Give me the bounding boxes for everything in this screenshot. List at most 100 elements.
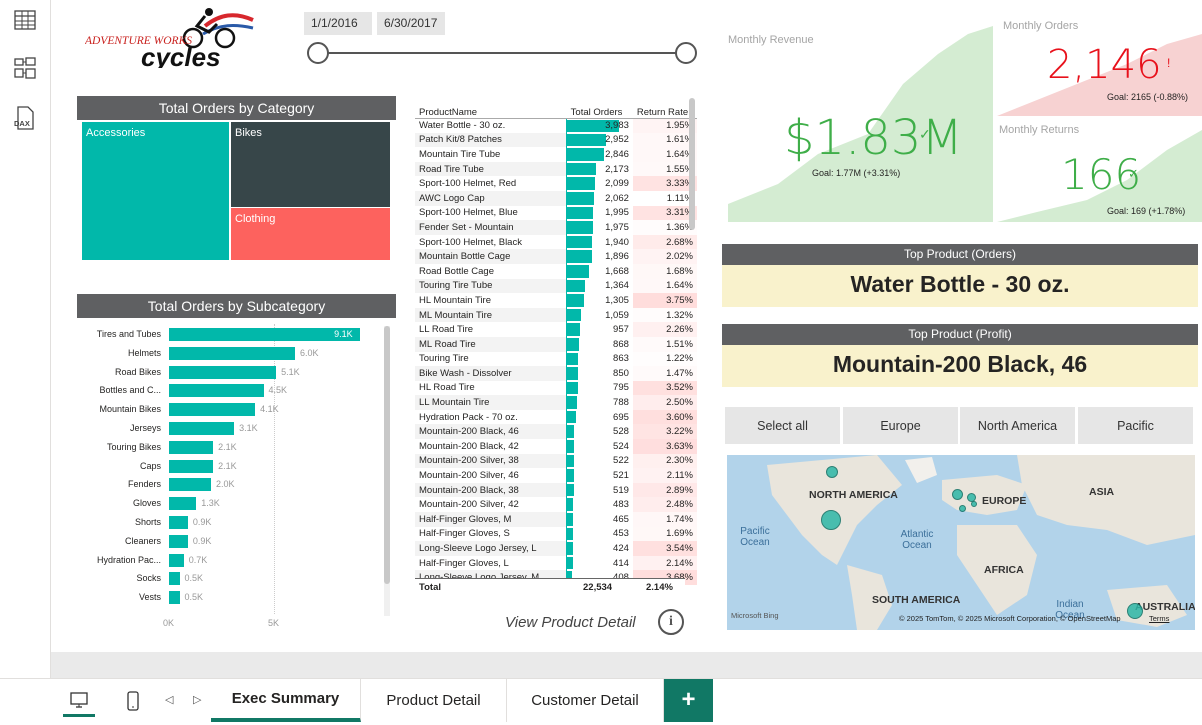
table-row[interactable]: Bike Wash - Dissolver 850 1.47% [415, 366, 697, 381]
table-row[interactable]: Fender Set - Mountain 1,975 1.36% [415, 220, 697, 235]
col-header-orders[interactable]: Total Orders [566, 96, 633, 119]
table-row[interactable]: Sport-100 Helmet, Black 1,940 2.68% [415, 234, 697, 250]
map-bubble[interactable] [826, 466, 838, 478]
table-row[interactable]: Mountain-200 Silver, 38 522 2.30% [415, 453, 697, 469]
tab-product-detail[interactable]: Product Detail [361, 679, 507, 722]
table-row[interactable]: HL Road Tire 795 3.52% [415, 380, 697, 396]
start-date-input[interactable]: 1/1/2016 [304, 12, 372, 35]
map-bubble[interactable] [971, 501, 977, 507]
region-select-all[interactable]: Select all [725, 407, 840, 444]
orders-value: 2,952 [605, 134, 629, 146]
table-row[interactable]: Mountain-200 Black, 42 524 3.63% [415, 439, 697, 454]
prev-page-icon[interactable]: ◁ [165, 694, 174, 706]
table-row[interactable]: Sport-100 Helmet, Blue 1,995 3.31% [415, 205, 697, 221]
subcategory-bar[interactable] [169, 572, 180, 586]
date-slider-start-handle[interactable] [307, 42, 329, 64]
table-row[interactable]: Half-Finger Gloves, M 465 1.74% [415, 512, 697, 527]
table-icon[interactable] [13, 8, 37, 32]
subcategory-bar[interactable] [169, 422, 235, 435]
map-bubble[interactable] [1127, 603, 1143, 619]
treemap-tile-bikes[interactable]: Bikes [231, 122, 390, 207]
next-page-icon[interactable]: ▷ [193, 694, 202, 706]
table-row[interactable]: Road Tire Tube 2,173 1.55% [415, 161, 697, 177]
dax-icon[interactable]: DAX [13, 106, 37, 130]
table-row[interactable]: Road Bottle Cage 1,668 1.68% [415, 263, 697, 279]
table-row[interactable]: Mountain-200 Silver, 46 521 2.11% [415, 468, 697, 483]
table-row[interactable]: Mountain-200 Silver, 42 483 2.48% [415, 497, 697, 513]
subcategory-bar[interactable] [169, 328, 361, 341]
table-row[interactable]: Touring Tire Tube 1,364 1.64% [415, 278, 697, 294]
returns-up-icon: ✓ [1128, 166, 1139, 181]
table-row[interactable]: Mountain Bottle Cage 1,896 2.02% [415, 249, 697, 264]
return-rate-cell: 1.68% [632, 263, 697, 279]
table-row[interactable]: ML Road Tire 868 1.51% [415, 336, 697, 352]
table-row[interactable]: Mountain-200 Black, 46 528 3.22% [415, 424, 697, 440]
bar-value-label: 2.1K [218, 441, 237, 452]
subcategory-bar[interactable] [169, 403, 256, 417]
chart-scrollbar[interactable] [384, 326, 390, 616]
mobile-view-icon[interactable] [122, 685, 144, 717]
date-slider-end-handle[interactable] [675, 42, 697, 64]
table-total-row: Total 22,534 2.14% [415, 578, 685, 594]
end-date-input[interactable]: 6/30/2017 [377, 12, 445, 35]
map-bubble[interactable] [959, 505, 966, 512]
subcategory-bar[interactable] [169, 534, 188, 548]
return-rate-cell: 2.14% [632, 555, 697, 571]
view-product-detail-link[interactable]: View Product Detail [505, 614, 636, 631]
bar-value-label: 0.5K [184, 592, 204, 603]
table-row[interactable]: Water Bottle - 30 oz. 3,983 1.95% [415, 118, 697, 133]
table-row[interactable]: LL Mountain Tire 788 2.50% [415, 395, 697, 410]
subcategory-bar[interactable] [169, 365, 277, 379]
table-row[interactable]: Hydration Pack - 70 oz. 695 3.60% [415, 409, 697, 425]
orders-down-icon: ! [1167, 56, 1171, 70]
region-pacific[interactable]: Pacific [1078, 407, 1193, 444]
tab-customer-detail[interactable]: Customer Detail [507, 679, 664, 722]
region-europe[interactable]: Europe [843, 407, 958, 444]
subcategory-bar[interactable] [169, 459, 214, 473]
desktop-view-icon[interactable] [63, 685, 95, 717]
product-name-cell: Fender Set - Mountain [415, 220, 567, 235]
orders-cell: 957 [566, 322, 633, 337]
treemap-tile-accessories[interactable]: Accessories [82, 122, 229, 260]
chart-scrollbar-thumb[interactable] [384, 326, 390, 584]
map-bubble[interactable] [952, 489, 963, 500]
table-row[interactable]: Touring Tire 863 1.22% [415, 351, 697, 367]
sales-map[interactable]: NORTH AMERICA EUROPE ASIA AFRICA SOUTH A… [727, 455, 1195, 630]
orders-value: 519 [613, 484, 629, 496]
region-north-america[interactable]: North America [960, 407, 1075, 444]
subcategory-bar[interactable] [169, 591, 180, 605]
table-row[interactable]: Long-Sleeve Logo Jersey, L 424 3.54% [415, 541, 697, 556]
treemap-tile-clothing[interactable]: Clothing [231, 208, 390, 260]
subcategory-bar[interactable] [169, 440, 214, 454]
map-bubble[interactable] [821, 510, 841, 530]
table-row[interactable]: Half-Finger Gloves, L 414 2.14% [415, 555, 697, 571]
bing-logo: Microsoft Bing [731, 611, 779, 620]
total-orders: 22,534 [583, 582, 613, 593]
table-scrollbar[interactable] [689, 98, 695, 230]
table-row[interactable]: Sport-100 Helmet, Red 2,099 3.33% [415, 176, 697, 191]
subcategory-bar[interactable] [169, 516, 188, 529]
orders-databar [567, 308, 581, 322]
subcategory-bar[interactable] [169, 384, 264, 398]
table-row[interactable]: HL Mountain Tire 1,305 3.75% [415, 293, 697, 308]
map-terms-link[interactable]: Terms [1149, 614, 1170, 623]
tab-exec-summary[interactable]: Exec Summary [211, 679, 361, 722]
col-header-return-rate[interactable]: Return Rate [632, 96, 697, 119]
subcategory-bar[interactable] [169, 346, 295, 360]
orders-cell: 3,983 [566, 118, 633, 133]
table-row[interactable]: ML Mountain Tire 1,059 1.32% [415, 307, 697, 323]
table-row[interactable]: Patch Kit/8 Patches 2,952 1.61% [415, 132, 697, 148]
subcategory-bar[interactable] [169, 553, 184, 567]
table-row[interactable]: LL Road Tire 957 2.26% [415, 322, 697, 337]
subcategory-bar[interactable] [169, 478, 211, 492]
table-row[interactable]: Mountain-200 Black, 38 519 2.89% [415, 482, 697, 498]
model-icon[interactable] [13, 56, 37, 80]
subcategory-bar[interactable] [169, 497, 197, 511]
add-page-button[interactable]: + [664, 679, 713, 722]
col-header-product[interactable]: ProductName [415, 96, 567, 119]
kpi-returns-card: Monthly Returns 166 ✓ Goal: 169 (+1.78%) [997, 120, 1202, 222]
table-row[interactable]: Mountain Tire Tube 2,846 1.64% [415, 147, 697, 162]
table-row[interactable]: AWC Logo Cap 2,062 1.11% [415, 190, 697, 206]
info-icon[interactable]: i [658, 609, 684, 635]
table-row[interactable]: Half-Finger Gloves, S 453 1.69% [415, 526, 697, 542]
